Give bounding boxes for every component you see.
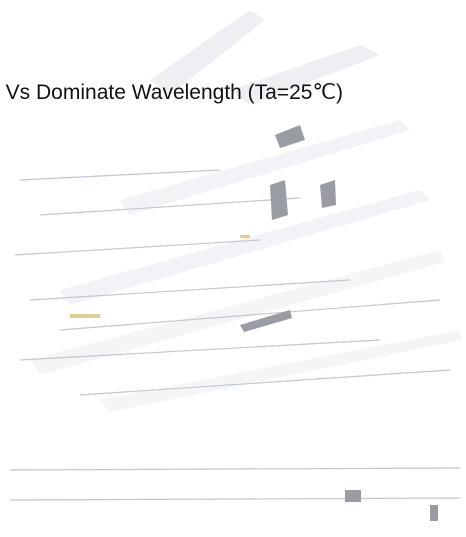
dark-blots [240, 125, 438, 521]
chart-title: t Vs Dominate Wavelength (Ta=25℃) [0, 80, 343, 105]
page: {"title": "t Vs Dominate Wavelength (Ta=… [0, 0, 466, 537]
scan-lines [10, 170, 460, 500]
